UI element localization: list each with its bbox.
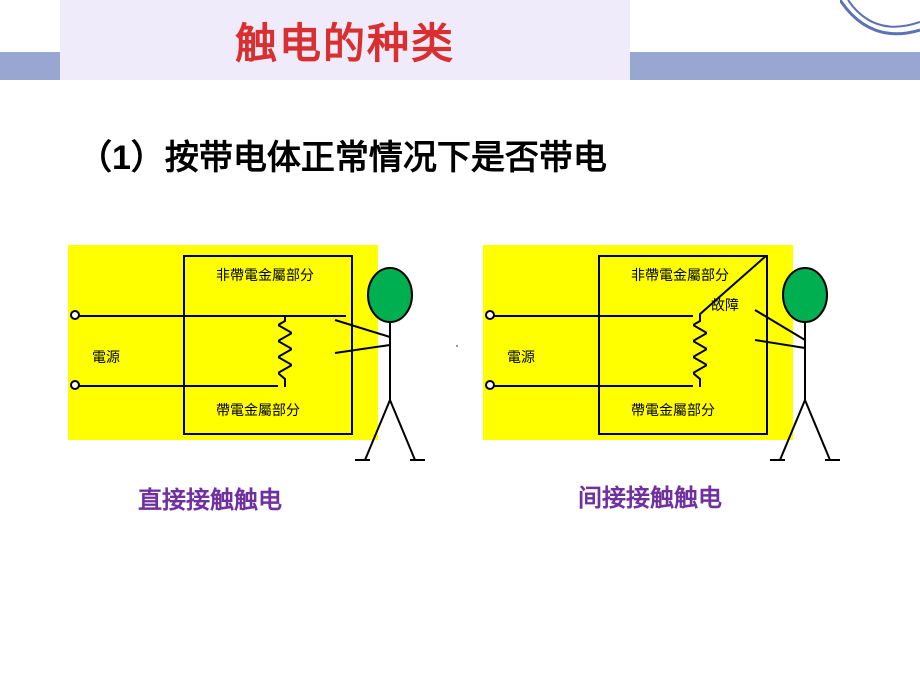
- wire-top: [493, 315, 693, 317]
- diagram-direct-contact: 非帶電金屬部分 電源 帶電金屬部分: [68, 245, 443, 450]
- resistor-icon: [278, 315, 292, 387]
- corner-decoration: [840, 0, 920, 50]
- wire-top: [78, 315, 346, 317]
- wire-bottom: [493, 385, 693, 387]
- label-live: 帶電金屬部分: [631, 400, 715, 420]
- terminal-top: [485, 310, 495, 320]
- label-non-live: 非帶電金屬部分: [216, 265, 314, 285]
- terminal-bottom: [70, 380, 80, 390]
- caption-right: 间接接触触电: [578, 478, 722, 513]
- wire-bottom: [78, 385, 278, 387]
- slide-subtitle: （1）按带电体正常情况下是否带电: [78, 130, 607, 179]
- title-box: 触电的种类: [60, 0, 630, 80]
- label-live: 帶電金屬部分: [216, 400, 300, 420]
- center-dot: ·: [454, 335, 460, 356]
- caption-left: 直接接触触电: [138, 480, 282, 515]
- slide-title: 触电的种类: [235, 10, 455, 71]
- diagram-indirect-contact: 非帶電金屬部分 電源 帶電金屬部分 故障: [483, 245, 858, 450]
- resistor-icon: [693, 315, 707, 387]
- terminal-top: [70, 310, 80, 320]
- label-non-live: 非帶電金屬部分: [631, 265, 729, 285]
- person-icon: [745, 265, 855, 475]
- terminal-bottom: [485, 380, 495, 390]
- label-power: 電源: [92, 347, 120, 367]
- label-fault: 故障: [711, 295, 739, 315]
- person-icon: [330, 265, 440, 475]
- label-power: 電源: [507, 347, 535, 367]
